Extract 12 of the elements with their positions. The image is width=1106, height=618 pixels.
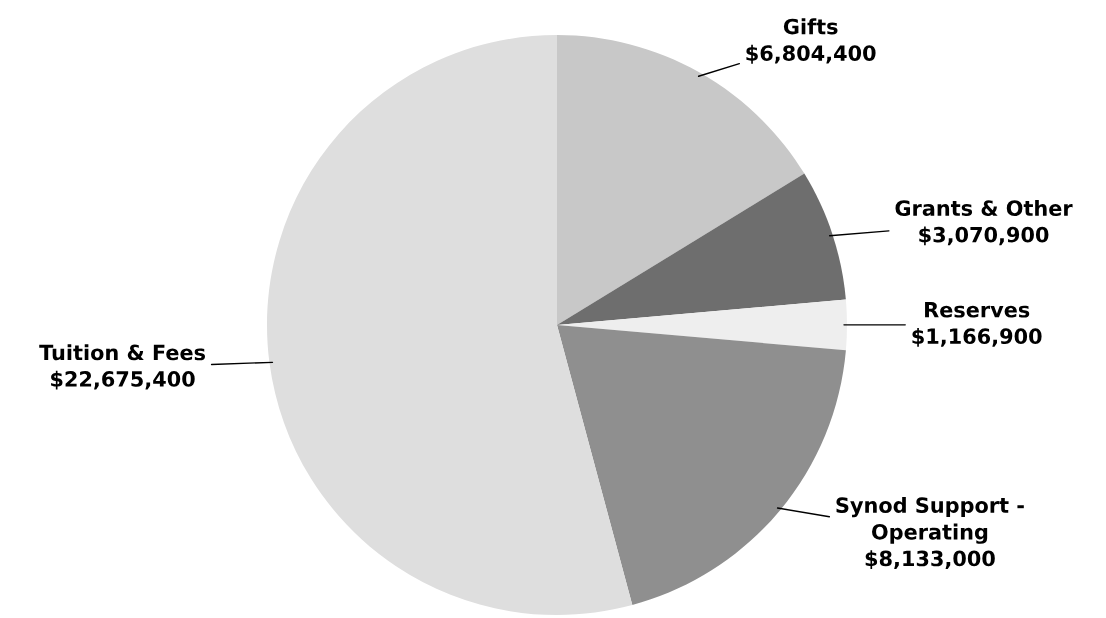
pie-slice xyxy=(557,173,846,325)
data-label: $1,166,900 xyxy=(912,327,1042,347)
data-label: $6,804,400 xyxy=(746,44,876,64)
slice-label: Grants & Other xyxy=(895,199,1073,217)
slice-label: Reserves xyxy=(925,302,1030,318)
slice-label: Gifts xyxy=(783,18,838,35)
data-label: $3,070,900 xyxy=(919,226,1049,246)
slice-label: Tuition & Fees xyxy=(39,344,206,361)
data-label: $8,133,000 xyxy=(865,550,995,570)
data-label: $22,675,400 xyxy=(51,370,195,390)
pie-slice xyxy=(267,35,633,615)
slice-label: Synod Support - Operating xyxy=(836,496,1024,544)
